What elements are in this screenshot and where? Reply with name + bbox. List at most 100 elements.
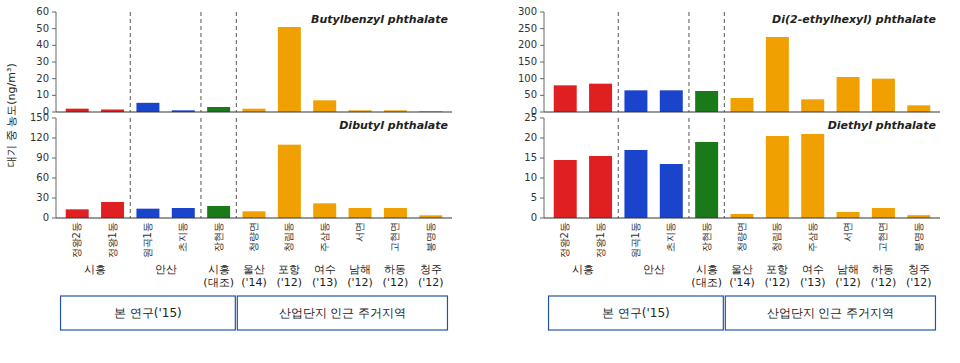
bar	[554, 85, 577, 112]
chart-canvas: 0102030405060Butylbenzyl phthalate대기 중 농…	[0, 0, 960, 363]
x-tick-label: 서면	[354, 222, 365, 242]
group-label: 울산('14)	[241, 263, 267, 289]
y-tick	[540, 12, 544, 13]
bar	[172, 208, 195, 218]
bar	[589, 84, 612, 112]
y-tick	[540, 28, 544, 29]
y-tick	[52, 158, 56, 159]
bar	[731, 214, 754, 218]
group-label: 시흥(대조)	[203, 263, 234, 289]
group-label-line: 청주	[420, 263, 442, 276]
bar	[695, 91, 718, 112]
group-label: 여수('13)	[312, 263, 338, 289]
x-axis-line	[544, 112, 940, 113]
group-label-line: ('12)	[906, 276, 932, 289]
group-label-line: ('12)	[383, 276, 409, 289]
group-divider	[724, 12, 725, 112]
x-tick-label: 원곡1동	[142, 222, 153, 258]
group-divider	[130, 12, 131, 112]
region-box-label: 본 연구('15)	[602, 306, 670, 320]
bar	[384, 208, 407, 218]
bar	[872, 79, 895, 112]
y-tick-label: 10	[36, 89, 49, 100]
bar	[907, 105, 930, 112]
y-axis-line	[544, 118, 545, 218]
y-tick-label: 10	[524, 172, 537, 183]
group-label-line: 남해	[349, 263, 371, 276]
bar	[624, 90, 647, 112]
bars	[66, 145, 443, 218]
group-divider	[236, 12, 237, 112]
group-label-line: 시흥	[208, 263, 230, 276]
bar	[66, 209, 89, 218]
y-tick-label: 200	[518, 39, 537, 50]
x-tick-label: 고현면	[389, 222, 400, 252]
y-tick	[540, 118, 544, 119]
group-divider	[200, 118, 201, 218]
y-tick-label: 0	[531, 212, 537, 223]
group-label-line: 안산	[155, 263, 177, 276]
y-tick-label: 15	[524, 152, 537, 163]
y-tick	[52, 218, 56, 219]
group-label-line: 울산	[731, 263, 753, 276]
y-tick	[52, 62, 56, 63]
group-label-line: 청주	[908, 263, 930, 276]
y-tick-label: 30	[36, 192, 49, 203]
panel-title: Dibutyl phthalate	[339, 119, 448, 132]
y-tick	[52, 198, 56, 199]
y-tick	[540, 95, 544, 96]
group-label-line: 안산	[643, 263, 665, 276]
y-tick-label: 120	[30, 132, 49, 143]
x-tick-label: 청림동	[771, 222, 782, 252]
y-tick	[52, 138, 56, 139]
region-box-label: 산업단지 인근 주거지역	[279, 306, 407, 320]
group-label: 포항('12)	[765, 263, 791, 289]
group-divider	[688, 12, 689, 112]
group-label: 청주('12)	[906, 263, 932, 289]
region-box-label: 본 연구('15)	[114, 306, 182, 320]
bar	[278, 145, 301, 218]
panel: 0306090120150Dibutyl phthalate정왕2동정왕1동원곡…	[30, 112, 452, 330]
group-label-line: ('12)	[418, 276, 444, 289]
bar	[101, 202, 124, 218]
bar	[801, 99, 824, 112]
group-label: 하동('12)	[383, 263, 409, 289]
y-tick	[52, 12, 56, 13]
group-label-line: ('13)	[800, 276, 826, 289]
y-tick	[52, 118, 56, 119]
group-divider	[618, 12, 619, 112]
x-tick-label: 주삼동	[319, 222, 330, 252]
y-tick	[52, 78, 56, 79]
x-tick-label: 정왕1동	[107, 222, 118, 258]
x-tick-label: 장현동	[701, 222, 712, 252]
x-tick-label: 고현면	[877, 222, 888, 252]
group-label-line: 하동	[872, 263, 894, 276]
group-label: 포항('12)	[277, 263, 303, 289]
bars	[554, 134, 931, 218]
group-divider	[688, 118, 689, 218]
x-tick-label: 정왕2동	[559, 222, 570, 258]
y-tick	[540, 198, 544, 199]
y-tick	[52, 28, 56, 29]
group-label-line: 시흥	[572, 263, 594, 276]
group-label: 하동('12)	[871, 263, 897, 289]
y-tick	[540, 138, 544, 139]
y-tick-label: 50	[36, 23, 49, 34]
y-axis-line	[544, 12, 545, 112]
bar	[207, 107, 230, 112]
x-tick-label: 청림동	[283, 222, 294, 252]
region-box	[61, 296, 236, 330]
group-label: 남해('12)	[835, 263, 861, 289]
x-tick-label: 청량면	[736, 222, 747, 252]
y-tick-label: 60	[36, 6, 49, 17]
region-box	[237, 296, 447, 330]
group-label-line: ('12)	[347, 276, 373, 289]
bar	[695, 142, 718, 218]
y-axis-line	[56, 118, 57, 218]
x-tick-label: 초지동	[665, 222, 676, 252]
y-tick	[540, 112, 544, 113]
y-tick	[540, 178, 544, 179]
y-tick	[52, 95, 56, 96]
group-label-line: 하동	[384, 263, 406, 276]
group-label-line: ('14)	[241, 276, 267, 289]
